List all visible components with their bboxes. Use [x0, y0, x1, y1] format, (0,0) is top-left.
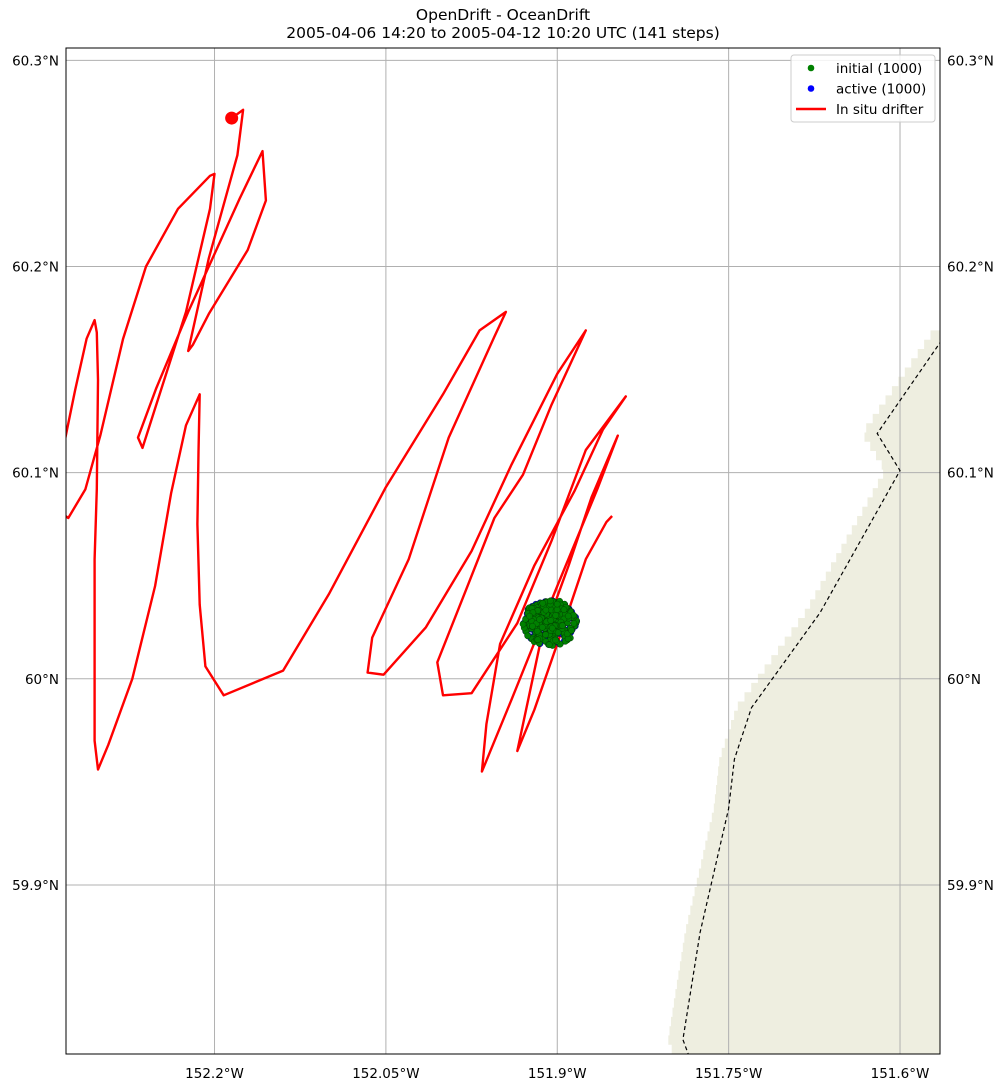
- chart-title-line-1: OpenDrift - OceanDrift: [415, 6, 591, 24]
- particle-initial: [552, 636, 559, 644]
- map-frame: [65, 47, 941, 1055]
- tick-label-lat-left: 60.1°N: [12, 466, 59, 482]
- particle-initial: [547, 617, 555, 624]
- land-area: [668, 330, 940, 1054]
- chart-title: OpenDrift - OceanDrift 2005-04-06 14:20 …: [0, 6, 1006, 42]
- particle-initial: [536, 616, 543, 623]
- legend-dot-marker: [807, 85, 815, 92]
- particle-initial: [534, 636, 542, 644]
- tick-label-lat-right: 59.9°N: [947, 878, 994, 894]
- legend-label: active (1000): [836, 82, 926, 98]
- tick-label-lon: 151.9°W: [528, 1066, 587, 1082]
- particle-initial: [533, 628, 541, 635]
- tick-label-lat-left: 59.9°N: [12, 878, 59, 894]
- particle-initial: [549, 624, 556, 632]
- particle-initial: [570, 620, 578, 627]
- particle-initial: [559, 622, 566, 630]
- tick-label-lon: 151.6°W: [871, 1066, 930, 1082]
- particle-initial: [542, 631, 549, 639]
- particle-initial: [553, 606, 561, 613]
- legend-label: In situ drifter: [836, 102, 924, 118]
- particle-initial: [529, 622, 536, 630]
- particle-initial: [552, 612, 560, 619]
- tick-label-lat-left: 60.3°N: [12, 53, 59, 69]
- particle-initial: [539, 624, 546, 631]
- particle-initial: [563, 630, 571, 638]
- particle-initial: [542, 606, 550, 614]
- drifter-track: [66, 108, 627, 773]
- particle-initial: [564, 612, 572, 620]
- particle-initial: [526, 612, 533, 620]
- tick-label-lat-right: 60.1°N: [947, 466, 994, 482]
- tick-label-lon: 152.2°W: [185, 1066, 244, 1082]
- coastline-dashed: [682, 341, 940, 1054]
- tick-label-lat-right: 60.3°N: [947, 53, 994, 69]
- tick-label-lon: 151.75°W: [695, 1066, 762, 1082]
- tick-label-lat-right: 60.2°N: [947, 260, 994, 276]
- particle-initial: [568, 627, 575, 634]
- particle-initial: [553, 600, 561, 608]
- tick-label-lat-left: 60.2°N: [12, 260, 59, 276]
- particle-initial: [560, 606, 568, 614]
- legend-dot-marker: [807, 64, 815, 72]
- tick-label-lon: 152.05°W: [352, 1066, 419, 1082]
- chart-title-line-2: 2005-04-06 14:20 to 2005-04-12 10:20 UTC…: [286, 24, 720, 42]
- tick-label-lat-left: 60°N: [25, 672, 59, 688]
- particle-initial: [524, 632, 532, 640]
- particle-initial: [546, 641, 553, 649]
- drifter-start-marker: [225, 111, 239, 125]
- particle-initial: [539, 600, 547, 607]
- particle-initial: [547, 597, 554, 605]
- tick-label-lat-right: 60°N: [947, 672, 981, 688]
- legend-label: initial (1000): [836, 61, 922, 77]
- legend-box: [790, 54, 936, 123]
- particle-initial: [554, 629, 562, 636]
